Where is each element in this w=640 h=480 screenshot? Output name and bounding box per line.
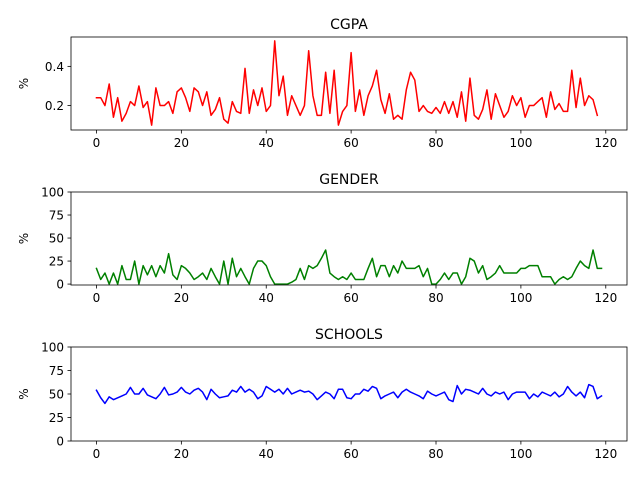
x-tick-label-0-5: 100: [509, 136, 532, 150]
y-tick-label-2-4: 100: [41, 341, 64, 355]
x-tick-label-1-6: 120: [594, 291, 617, 305]
x-tick-label-0-4: 80: [428, 136, 443, 150]
y-tick-label-2-0: 0: [56, 435, 64, 449]
x-tick-label-2-1: 20: [174, 447, 189, 461]
x-tick-label-2-0: 0: [93, 447, 101, 461]
y-tick-label-0-0: 0.2: [45, 99, 64, 113]
y-tick-label-1-4: 100: [41, 186, 64, 200]
x-tick-label-1-1: 20: [174, 291, 189, 305]
x-tick-label-0-3: 60: [343, 136, 358, 150]
y-tick-label-2-1: 25: [49, 411, 64, 425]
series-line-2-0: [95, 383, 603, 405]
series-line-1-0: [95, 249, 603, 285]
x-tick-label-1-3: 60: [343, 291, 358, 305]
x-tick-label-2-6: 120: [594, 447, 617, 461]
x-tick-label-0-0: 0: [93, 136, 101, 150]
x-tick-label-1-2: 40: [259, 291, 274, 305]
chart-title-1: GENDER: [319, 172, 379, 188]
axes-frame-0: [70, 36, 628, 131]
x-tick-label-1-4: 80: [428, 291, 443, 305]
x-tick-label-0-1: 20: [174, 136, 189, 150]
x-tick-label-2-3: 60: [343, 447, 358, 461]
y-tick-label-1-1: 25: [49, 255, 64, 269]
y-axis-label-0: %: [17, 78, 31, 89]
y-tick-label-0-1: 0.4: [45, 60, 64, 74]
y-axis-label-2: %: [17, 388, 31, 399]
x-tick-label-0-6: 120: [594, 136, 617, 150]
plot-area-1: [71, 192, 627, 285]
x-tick-label-1-0: 0: [93, 291, 101, 305]
x-tick-label-1-5: 100: [509, 291, 532, 305]
x-tick-label-2-4: 80: [428, 447, 443, 461]
x-tick-label-0-2: 40: [259, 136, 274, 150]
y-tick-label-1-3: 75: [49, 209, 64, 223]
y-axis-label-1: %: [17, 233, 31, 244]
plot-area-2: [71, 347, 627, 441]
y-tick-label-1-2: 50: [49, 232, 64, 246]
axes-frame-1: [70, 191, 628, 286]
chart-title-0: CGPA: [330, 17, 368, 33]
series-line-0-0: [95, 40, 599, 126]
chart-title-2: SCHOOLS: [315, 327, 383, 343]
y-tick-label-1-0: 0: [56, 278, 64, 292]
x-tick-label-2-5: 100: [509, 447, 532, 461]
y-tick-label-2-3: 75: [49, 364, 64, 378]
y-tick-label-2-2: 50: [49, 388, 64, 402]
x-tick-label-2-2: 40: [259, 447, 274, 461]
